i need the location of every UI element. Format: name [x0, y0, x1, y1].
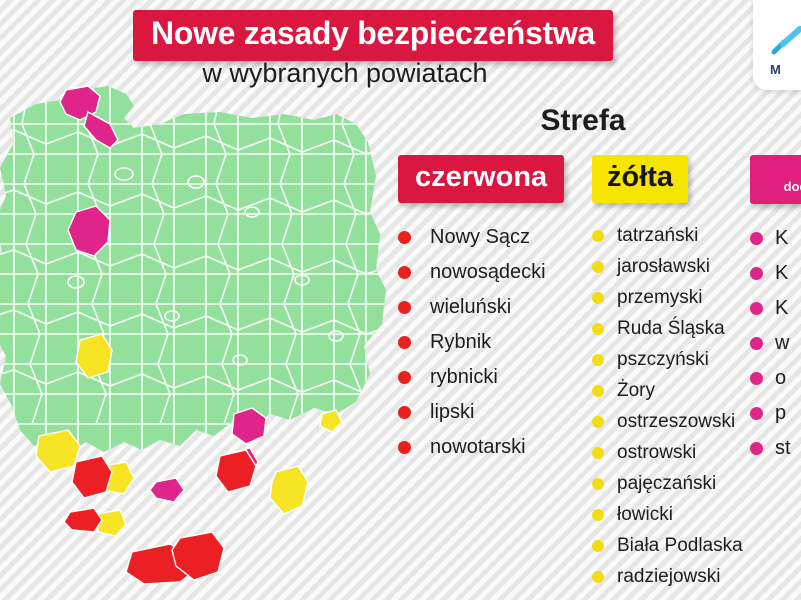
list-item[interactable]: pajęczański — [592, 468, 743, 499]
list-item-label: tatrzański — [617, 224, 699, 246]
page-subtitle: w wybranych powiatach — [202, 58, 488, 88]
list-item-label: p — [775, 401, 787, 424]
page-title-banner: Nowe zasady bezpieczeństwa — [133, 10, 613, 61]
zone-column-czerwona: czerwona Nowy Sącz nowosądecki wieluński… — [398, 155, 565, 465]
list-item-label: Biała Podlaska — [617, 534, 743, 556]
bullet-dot-icon — [398, 231, 411, 244]
list-item-label: rybnicki — [430, 366, 498, 388]
list-item[interactable]: ostrowski — [592, 437, 743, 468]
zone-list-czerwona: Nowy Sącz nowosądecki wieluński Rybnik r… — [398, 220, 564, 465]
bullet-dot-icon — [592, 508, 604, 521]
bullet-dot-icon — [398, 371, 411, 384]
list-item[interactable]: przemyski — [592, 282, 743, 313]
list-item[interactable]: K — [750, 256, 801, 291]
list-item-label: o — [775, 366, 787, 389]
list-item-label: ostrowski — [617, 441, 697, 463]
list-item-label: Nowy Sącz — [430, 226, 531, 248]
bullet-dot-icon — [398, 266, 411, 279]
list-item[interactable]: o — [750, 361, 801, 396]
bullet-dot-icon — [592, 539, 604, 552]
list-item-label: nowotarski — [430, 436, 526, 458]
zone-badge-zolta[interactable]: żółta — [592, 155, 689, 203]
list-item-label: pszczyński — [617, 348, 709, 370]
list-item[interactable]: pszczyński — [592, 344, 743, 375]
bullet-dot-icon — [398, 406, 411, 419]
bullet-dot-icon — [592, 446, 604, 459]
list-item-label: lipski — [430, 401, 475, 423]
list-item[interactable]: Rybnik — [398, 325, 564, 360]
list-item[interactable]: wieluński — [398, 290, 564, 325]
list-item[interactable]: lipski — [398, 395, 564, 430]
list-item-label: K — [775, 296, 789, 319]
list-item[interactable]: p — [750, 396, 801, 431]
bullet-dot-icon — [592, 260, 604, 273]
list-item-label: jarosławski — [617, 255, 710, 277]
bullet-dot-icon — [592, 291, 604, 304]
list-item[interactable]: K — [750, 291, 801, 326]
bullet-dot-icon — [750, 266, 763, 280]
bullet-dot-icon — [750, 371, 763, 385]
brand-logo-card[interactable]: M — [753, 0, 801, 90]
list-item[interactable]: st — [750, 431, 801, 466]
bullet-dot-icon — [592, 570, 604, 583]
zone-badge-line2: dodatkow — [783, 178, 801, 194]
list-item[interactable]: nowotarski — [398, 430, 564, 465]
list-item-label: w — [775, 331, 790, 354]
bullet-dot-icon — [592, 322, 604, 335]
list-item-label: K — [775, 226, 789, 249]
bullet-dot-icon — [750, 406, 763, 420]
zone-badge-dodatkowe[interactable]: pow dodatkow — [750, 155, 801, 204]
page-title: Nowe zasady bezpieczeństwa — [151, 15, 595, 51]
list-item[interactable]: jarosławski — [592, 251, 743, 282]
list-item-label: nowosądecki — [430, 261, 546, 283]
bullet-dot-icon — [750, 231, 763, 245]
list-item[interactable]: nowosądecki — [398, 255, 564, 290]
list-item[interactable]: rybnicki — [398, 360, 564, 395]
list-item-label: K — [775, 261, 789, 284]
poland-counties-map — [0, 84, 404, 596]
list-item-label: wieluński — [430, 296, 512, 318]
list-item-label: pajęczański — [617, 472, 717, 494]
legend-heading: Strefa — [540, 104, 626, 137]
list-item-label: radziejowski — [617, 565, 721, 587]
bullet-dot-icon — [592, 229, 604, 242]
list-item[interactable]: w — [750, 326, 801, 361]
bullet-dot-icon — [398, 301, 411, 314]
zone-list-dodatkowe: K K K w o p st — [750, 221, 801, 466]
bullet-dot-icon — [398, 336, 411, 349]
list-item[interactable]: Żory — [592, 375, 743, 406]
list-item-label: st — [775, 436, 791, 459]
brand-name: M — [770, 62, 782, 77]
list-item-label: Rybnik — [430, 331, 492, 353]
zone-badge-czerwona[interactable]: czerwona — [398, 155, 565, 203]
list-item-label: Żory — [617, 379, 655, 401]
bullet-dot-icon — [750, 441, 763, 455]
bullet-dot-icon — [592, 415, 604, 428]
list-item-label: łowicki — [617, 503, 673, 525]
zone-badge-line1: pow — [764, 163, 801, 179]
bullet-dot-icon — [592, 477, 604, 490]
checkmark-swoosh-icon — [770, 25, 801, 63]
zone-list-zolta: tatrzański jarosławski przemyski Ruda Śl… — [592, 220, 743, 592]
list-item-label: Ruda Śląska — [617, 317, 725, 339]
bullet-dot-icon — [750, 336, 763, 350]
zone-column-zolta: żółta tatrzański jarosławski przemyski R… — [592, 155, 743, 592]
list-item[interactable]: tatrzański — [592, 220, 743, 251]
list-item[interactable]: ostrzeszowski — [592, 406, 743, 437]
bullet-dot-icon — [592, 384, 604, 397]
bullet-dot-icon — [592, 353, 604, 366]
list-item-label: ostrzeszowski — [617, 410, 736, 432]
list-item[interactable]: Nowy Sącz — [398, 220, 564, 255]
list-item[interactable]: Ruda Śląska — [592, 313, 743, 344]
list-item[interactable]: K — [750, 221, 801, 256]
list-item-label: przemyski — [617, 286, 703, 308]
zone-column-dodatkowe: pow dodatkow K K K w o p st — [750, 155, 801, 466]
list-item[interactable]: łowicki — [592, 499, 743, 530]
list-item[interactable]: Biała Podlaska — [592, 530, 743, 561]
list-item[interactable]: radziejowski — [592, 561, 743, 592]
bullet-dot-icon — [750, 301, 763, 315]
bullet-dot-icon — [398, 441, 411, 454]
